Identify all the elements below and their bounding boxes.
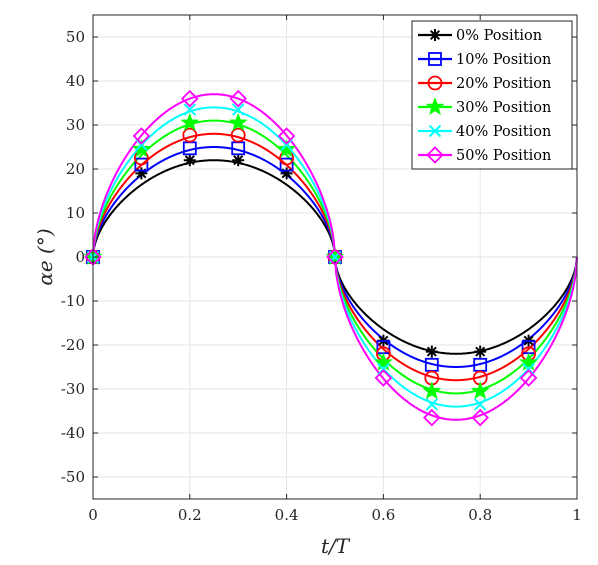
marker-4-7 (425, 398, 439, 411)
legend-marker-4 (428, 124, 442, 138)
marker-3-6 (373, 352, 393, 371)
marker-0-2 (183, 154, 196, 167)
y-tick-label: 20 (66, 160, 85, 178)
y-axis-label: αe (°) (33, 228, 57, 285)
marker-5-9 (519, 369, 538, 387)
marker-1-1 (134, 157, 149, 172)
marker-3-2 (180, 112, 200, 131)
y-tick-label: -40 (61, 424, 85, 442)
marker-0-3 (232, 154, 245, 167)
marker-5-1 (132, 127, 151, 145)
legend-label-2: 20% Position (456, 76, 551, 92)
series-markers (83, 89, 539, 427)
marker-3-7 (422, 381, 442, 400)
marker-4-6 (377, 362, 390, 376)
marker-5-5 (326, 248, 344, 266)
marker-3-1 (131, 139, 151, 158)
marker-4-8 (473, 398, 487, 411)
legend-box (411, 20, 573, 170)
legend-marker-1 (428, 52, 442, 66)
marker-0-7 (425, 345, 438, 358)
legend-marker-3 (425, 97, 445, 116)
legend-marker-5 (426, 146, 444, 164)
legend-label-3: 30% Position (456, 100, 551, 116)
x-tick-label: 0.4 (275, 506, 299, 524)
x-tick-label: 0.8 (468, 506, 492, 524)
x-tick-label: 1 (572, 506, 582, 524)
y-tick-label: -30 (61, 380, 85, 398)
marker-5-8 (471, 408, 489, 427)
marker-5-7 (423, 408, 441, 427)
y-tick-label: -20 (61, 336, 85, 354)
x-tick-label: 0.2 (178, 506, 202, 524)
marker-5-3 (229, 89, 247, 108)
y-tick-label: 40 (66, 72, 85, 90)
y-tick-label: 10 (66, 204, 85, 222)
marker-4-2 (183, 103, 197, 116)
marker-3-9 (519, 352, 539, 371)
marker-5-2 (181, 89, 199, 108)
x-axis-label: t/T (321, 534, 351, 558)
legend-label-1: 10% Position (456, 52, 551, 68)
marker-3-8 (470, 381, 490, 400)
axis-ticks: 0 0.2 0.4 0.6 0.8 1 -50 -40 -30 -20 -10 0 10 20 30 40 50 (61, 15, 582, 524)
marker-4-4 (280, 138, 293, 152)
legend-marker-2 (427, 75, 443, 91)
y-tick-label: 50 (66, 28, 85, 46)
y-tick-label: 30 (66, 116, 85, 134)
y-tick-label: -10 (61, 292, 85, 310)
marker-0-1 (135, 167, 148, 180)
marker-1-4 (279, 157, 294, 172)
marker-4-1 (135, 138, 148, 152)
y-axis-title: αe (°) (33, 228, 57, 285)
y-tick-label: -50 (61, 468, 85, 486)
marker-5-4 (277, 127, 296, 145)
x-axis-title: t/T (321, 534, 351, 558)
marker-4-9 (522, 362, 535, 376)
y-tick-label: 0 (75, 248, 85, 266)
legend: 0% Position 10% Position 20% Position 30% P… (411, 20, 573, 170)
legend-label-0: 0% Position (456, 28, 542, 44)
marker-0-8 (474, 345, 487, 358)
marker-4-3 (231, 103, 245, 116)
marker-2-3 (230, 127, 246, 143)
marker-2-2 (182, 127, 198, 143)
legend-marker-0 (429, 29, 441, 41)
grid-lines (92, 15, 578, 499)
x-tick-label: 0.6 (371, 506, 395, 524)
marker-3-4 (277, 139, 297, 158)
marker-0-4 (280, 167, 293, 180)
x-tick-label: 0 (88, 506, 98, 524)
legend-label-4: 40% Position (456, 124, 551, 140)
marker-3-3 (228, 112, 248, 131)
legend-label-5: 50% Position (456, 148, 551, 164)
marker-5-6 (374, 369, 393, 387)
